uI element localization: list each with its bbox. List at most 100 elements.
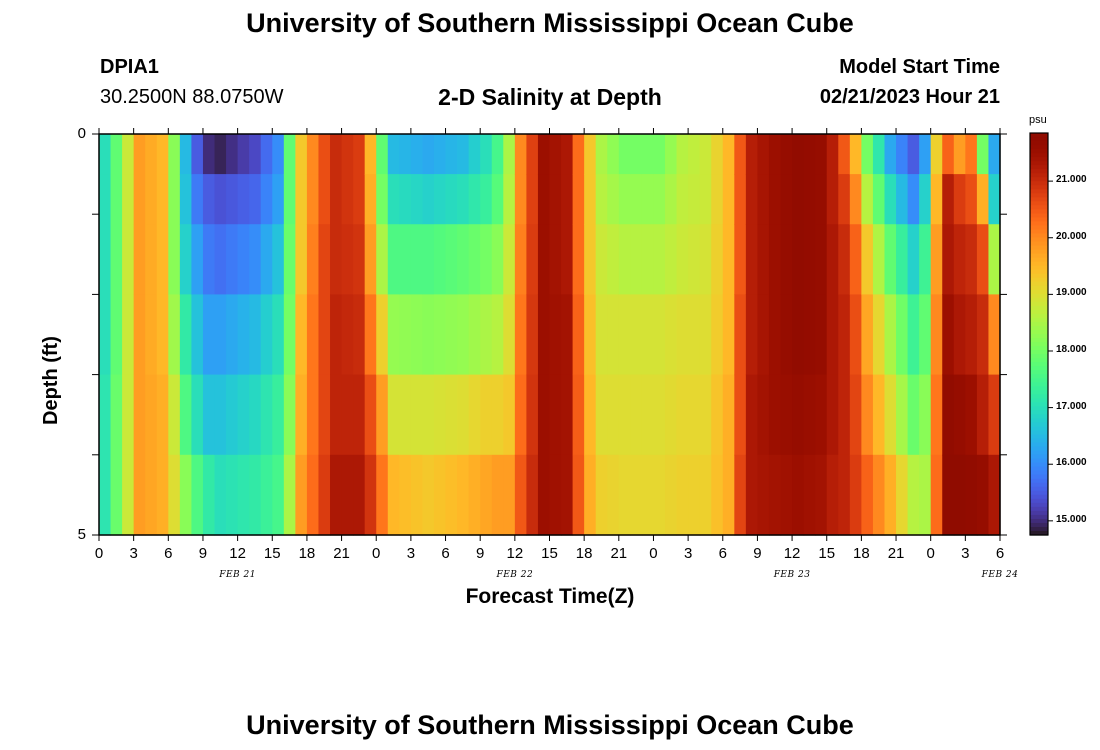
heatmap-cell [410,294,424,376]
heatmap-cell [884,174,897,225]
colorbar-swatch [1030,273,1048,279]
colorbar-swatch [1030,342,1048,347]
heatmap-cell [260,174,273,225]
heatmap-cell [595,374,608,456]
heatmap-cell [803,174,816,225]
heatmap-cell [549,294,562,376]
heatmap-cell [861,224,874,295]
heatmap-cell [376,224,389,295]
heatmap-cell [953,294,966,376]
heatmap-cell [768,174,782,225]
x-tick-label: 9 [476,545,485,562]
heatmap-cell [272,454,285,536]
heatmap-cell [653,174,666,225]
heatmap-cell [734,174,747,225]
heatmap-cell [410,224,424,295]
heatmap-cell [665,454,678,536]
heatmap-cell [318,454,331,536]
heatmap-cell [815,294,828,376]
colorbar-swatch [1030,257,1048,263]
heatmap-cell [202,374,216,456]
heatmap-cell [745,454,759,536]
heatmap-cell [364,454,377,536]
heatmap-cell [353,294,366,376]
heatmap-cell [226,294,239,376]
heatmap-cell [988,224,1001,295]
colorbar-swatch [1030,454,1048,460]
date-label: FEB 24 [981,570,1019,580]
heatmap-cell [537,134,551,175]
heatmap-cell [665,224,678,295]
heatmap-cell [618,134,631,175]
heatmap-cell [457,374,470,456]
heatmap-cell [99,174,112,225]
heatmap-cell [711,224,724,295]
heatmap-cell [872,134,886,175]
heatmap-cell [607,294,620,376]
colorbar-swatch [1030,474,1048,480]
heatmap-cell [815,454,828,536]
colorbar-tick-label: 19.000 [1056,287,1087,299]
heatmap-cell [630,374,643,456]
heatmap-cell [133,374,146,456]
heatmap-cell [387,174,400,225]
colorbar-frame [1029,132,1049,536]
heatmap-cell [584,224,597,295]
heatmap-cell [641,174,655,225]
colorbar-swatch [1030,362,1048,367]
heatmap-cell [884,224,897,295]
colorbar-swatch [1030,253,1048,259]
heatmap-cell [422,454,435,536]
heatmap-cell [584,134,597,175]
heatmap-cell [445,224,458,295]
heatmap-cell [572,294,585,376]
heatmap-cell [665,174,678,225]
heatmap-cell [491,174,504,225]
heatmap-cell [99,134,112,175]
colorbar-swatch [1030,374,1048,379]
heatmap-cell [676,294,689,376]
heatmap-cell [168,174,181,225]
heatmap-cell [110,374,123,456]
colorbar-swatch [1030,197,1048,202]
heatmap-cell [260,224,273,295]
heatmap-cell [699,134,712,175]
heatmap-cell [803,294,816,376]
heatmap-cell [237,134,250,175]
heatmap-cell [422,174,435,225]
y-tick-label: 5 [77,526,86,543]
colorbar-swatch [1030,165,1048,170]
heatmap-cell [907,294,920,376]
colorbar-swatch [1030,422,1048,428]
heatmap-cell [445,294,458,376]
colorbar-swatch [1030,169,1048,174]
heatmap-cell [156,224,169,295]
heatmap-cell [803,134,816,175]
heatmap-cell [480,174,493,225]
heatmap-cell [122,224,135,295]
heatmap-cell [734,294,747,376]
heatmap-cell [133,454,146,536]
heatmap-cell [341,174,354,225]
heatmap-cell [272,134,285,175]
heatmap-cell [330,174,343,225]
colorbar-swatch [1030,157,1048,162]
heatmap-cell [295,374,308,456]
heatmap-cell [283,454,296,536]
heatmap-cell [168,294,181,376]
colorbar-swatch [1030,133,1048,138]
heatmap-cell [537,174,551,225]
heatmap-cell [896,374,909,456]
heatmap-cell [410,174,424,225]
heatmap-cell [330,224,343,295]
heatmap-cell [561,374,574,456]
heatmap-cell [122,294,135,376]
heatmap-cell [226,374,239,456]
heatmap-cell [491,454,504,536]
heatmap-cell [561,224,574,295]
x-tick-label: 18 [575,545,593,562]
colorbar-swatch [1030,141,1048,146]
heatmap-cell [884,134,897,175]
heatmap-cell [433,174,447,225]
